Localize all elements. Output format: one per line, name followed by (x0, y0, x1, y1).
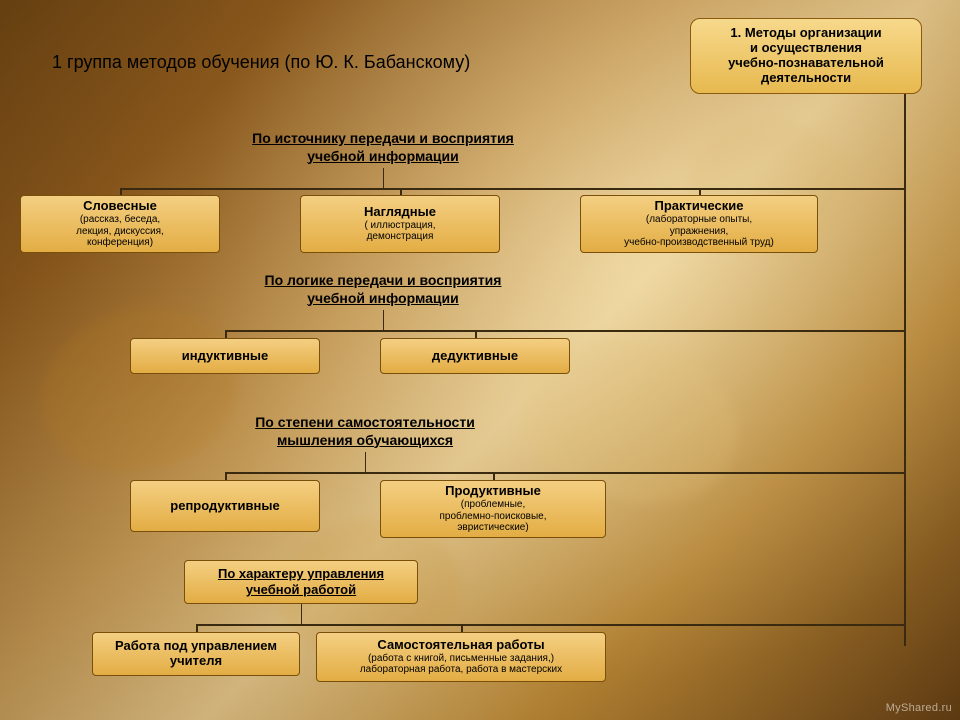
child-node: Наглядные( иллюстрация,демонстрация (300, 195, 500, 253)
root-node-line: и осуществления (750, 41, 862, 56)
category-label-line: По логике передачи и восприятия (218, 272, 548, 290)
child-node: Самостоятельная работы(работа с книгой, … (316, 632, 606, 682)
child-node: Словесные(рассказ, беседа,лекция, дискус… (20, 195, 220, 253)
child-node-title: Словесные (83, 199, 157, 214)
root-node-line: учебно-познавательной (728, 56, 884, 71)
connector (225, 330, 227, 338)
root-node-line: деятельности (761, 71, 851, 86)
connector (383, 168, 384, 188)
category-label-line: учебной информации (218, 290, 548, 308)
child-node-sub: демонстрация (367, 231, 434, 243)
category-label-line: По степени самостоятельности (200, 414, 530, 432)
child-node-title: Работа под управлением учителя (97, 639, 295, 669)
rail (196, 624, 904, 626)
rail (225, 472, 904, 474)
child-node-sub: (лабораторные опыты, (646, 214, 752, 226)
connector (365, 452, 366, 472)
child-node: индуктивные (130, 338, 320, 374)
child-node-sub: (рассказ, беседа, (80, 214, 160, 226)
root-node-line: 1. Методы организации (730, 26, 881, 41)
child-node-sub: проблемно-поисковые, (440, 511, 547, 523)
child-node-sub: конференция) (87, 237, 153, 249)
connector (383, 310, 384, 330)
child-node-sub: (работа с книгой, письменные задания,) (368, 653, 554, 665)
connector (475, 330, 477, 338)
diagram-canvas: 1 группа методов обучения (по Ю. К. Баба… (0, 0, 960, 720)
child-node-title: репродуктивные (170, 499, 279, 514)
child-node: Практические(лабораторные опыты,упражнен… (580, 195, 818, 253)
child-node-sub: ( иллюстрация, (364, 220, 435, 232)
connector (120, 188, 122, 195)
child-node: репродуктивные (130, 480, 320, 532)
category-label-cat4: По характеру управленияучебной работой (184, 560, 418, 604)
child-node-sub: упражнения, (670, 226, 729, 238)
child-node-title: Самостоятельная работы (377, 638, 544, 653)
connector (699, 188, 701, 195)
child-node: Продуктивные(проблемные,проблемно-поиско… (380, 480, 606, 538)
category-label-line: учебной информации (218, 148, 548, 166)
connector (493, 472, 495, 480)
connector (461, 624, 463, 632)
child-node: дедуктивные (380, 338, 570, 374)
root-node: 1. Методы организациии осуществленияучеб… (690, 18, 922, 94)
child-node-title: Практические (655, 199, 744, 214)
page-title: 1 группа методов обучения (по Ю. К. Баба… (52, 52, 470, 73)
connector (400, 188, 402, 195)
child-node-title: индуктивные (182, 349, 269, 364)
child-node-sub: лабораторная работа, работа в мастерских (360, 664, 562, 676)
connector (196, 624, 198, 632)
rail (120, 188, 904, 190)
trunk-line (904, 94, 906, 646)
child-node-title: Продуктивные (445, 484, 541, 499)
child-node-title: Наглядные (364, 205, 436, 220)
child-node-sub: эвристические) (457, 522, 528, 534)
category-label-cat1: По источнику передачи и восприятияучебно… (218, 130, 548, 168)
child-node-sub: (проблемные, (461, 499, 525, 511)
watermark: MyShared.ru (886, 702, 952, 714)
connector (225, 472, 227, 480)
category-label-line: мышления обучающихся (200, 432, 530, 450)
connector (301, 604, 302, 624)
child-node-title: дедуктивные (432, 349, 518, 364)
child-node-sub: лекция, дискуссия, (76, 226, 164, 238)
category-label-line: По источнику передачи и восприятия (218, 130, 548, 148)
rail (225, 330, 904, 332)
category-label-line: учебной работой (246, 582, 356, 598)
category-label-cat3: По степени самостоятельностимышления обу… (200, 414, 530, 452)
category-label-line: По характеру управления (218, 566, 384, 582)
category-label-cat2: По логике передачи и восприятияучебной и… (218, 272, 548, 310)
child-node: Работа под управлением учителя (92, 632, 300, 676)
child-node-sub: учебно-производственный труд) (624, 237, 774, 249)
